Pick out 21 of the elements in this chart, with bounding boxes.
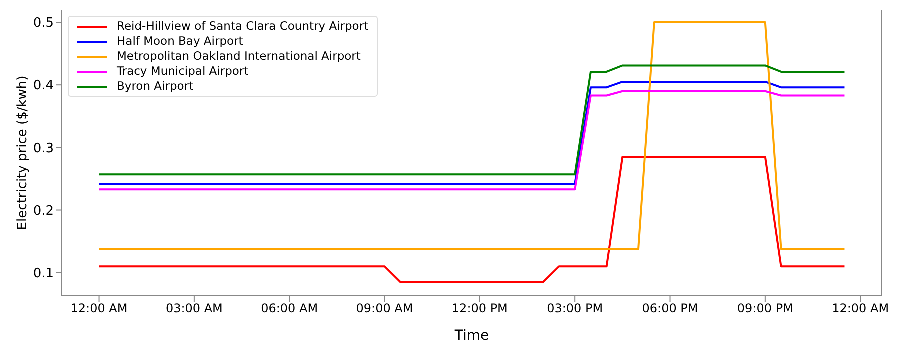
y-tick-label: 0.5	[33, 16, 54, 32]
x-tick-label: 03:00 PM	[547, 302, 604, 316]
legend-label: Reid-Hillview of Santa Clara Country Airport	[117, 19, 369, 34]
x-tick-label: 03:00 AM	[166, 302, 223, 316]
x-tick-label: 12:00 AM	[832, 302, 890, 316]
y-tick-label: 0.4	[33, 78, 54, 94]
x-tick-label: 09:00 AM	[356, 302, 414, 316]
legend-label: Tracy Municipal Airport	[117, 64, 249, 79]
x-tick-label: 09:00 PM	[737, 302, 794, 316]
x-axis-title: Time	[454, 328, 490, 344]
legend-label: Byron Airport	[117, 79, 194, 94]
x-tick-label: 06:00 AM	[261, 302, 318, 316]
x-tick-label: 06:00 PM	[642, 302, 698, 316]
x-tick-label: 12:00 PM	[452, 302, 508, 316]
y-axis-title: Electricity price ($/kwh)	[16, 76, 31, 230]
y-tick-label: 0.1	[33, 266, 54, 282]
legend-label: Metropolitan Oakland International Airport	[117, 49, 361, 64]
x-tick-label: 12:00 AM	[70, 302, 128, 316]
legend-label: Half Moon Bay Airport	[117, 34, 244, 49]
y-tick-label: 0.3	[33, 141, 54, 156]
y-tick-label: 0.2	[33, 204, 54, 219]
